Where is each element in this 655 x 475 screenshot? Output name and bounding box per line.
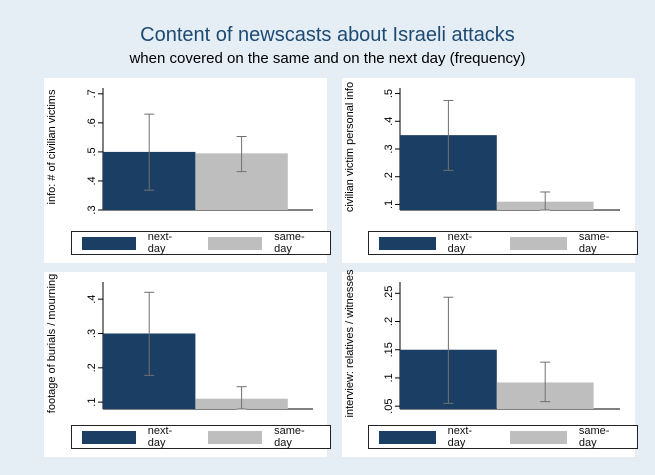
y-tick-label: .2 xyxy=(383,317,395,326)
y-tick-label: .3 xyxy=(86,329,98,338)
chart-title: Content of newscasts about Israeli attac… xyxy=(140,24,515,46)
y-tick-label: .25 xyxy=(383,286,395,301)
y-tick-label: .1 xyxy=(86,398,98,407)
legend-swatch xyxy=(510,430,567,444)
y-axis-label: footage of burials / mourning xyxy=(46,274,58,413)
legend-item-next-day: next-day xyxy=(379,231,486,255)
y-tick-label: .3 xyxy=(383,144,395,153)
y-tick-label: .4 xyxy=(383,117,395,126)
legend: next-day same-day xyxy=(368,231,638,255)
y-tick-label: .7 xyxy=(86,89,98,98)
y-tick-label: .05 xyxy=(383,399,395,414)
y-tick-label: .5 xyxy=(86,147,98,156)
legend-item-same-day: same-day xyxy=(208,425,316,449)
legend-item-same-day: same-day xyxy=(208,231,316,255)
legend-swatch xyxy=(208,430,263,444)
y-tick-label: .5 xyxy=(383,89,395,98)
legend-label: same-day xyxy=(578,425,610,449)
legend-label: same-day xyxy=(274,231,305,255)
legend-swatch xyxy=(208,236,263,250)
y-tick-label: .15 xyxy=(383,342,395,357)
y-tick-label: .2 xyxy=(86,363,98,372)
y-tick-label: .2 xyxy=(383,172,395,181)
y-tick-label: .1 xyxy=(383,373,395,382)
legend-item-next-day: next-day xyxy=(379,425,486,449)
legend-swatch xyxy=(379,236,436,250)
y-tick-label: .6 xyxy=(86,118,98,127)
y-axis-label: interview: relatives / witnesses xyxy=(344,269,356,417)
legend: next-day same-day xyxy=(71,231,331,255)
y-tick-label: .4 xyxy=(86,176,98,185)
chart-subtitle: when covered on the same and on the next… xyxy=(129,50,526,67)
y-axis-label: civilian victim personal info xyxy=(344,82,356,212)
legend-swatch xyxy=(510,236,567,250)
legend-label: same-day xyxy=(274,425,305,449)
y-axis-label: info: # of civilian victims xyxy=(46,89,58,204)
legend-label: same-day xyxy=(578,231,610,255)
legend: next-day same-day xyxy=(71,425,331,449)
y-tick-label: .3 xyxy=(86,205,98,214)
y-tick-label: .1 xyxy=(383,200,395,209)
legend-swatch xyxy=(82,430,136,444)
legend-label: next-day xyxy=(447,425,473,449)
legend-swatch xyxy=(82,236,136,250)
legend-item-same-day: same-day xyxy=(510,425,623,449)
legend-label: next-day xyxy=(147,425,173,449)
legend-swatch xyxy=(379,430,436,444)
legend-item-same-day: same-day xyxy=(510,231,623,255)
legend-item-next-day: next-day xyxy=(82,231,184,255)
legend-label: next-day xyxy=(147,231,173,255)
legend-item-next-day: next-day xyxy=(82,425,184,449)
y-tick-label: .4 xyxy=(86,295,98,304)
legend: next-day same-day xyxy=(368,425,638,449)
legend-label: next-day xyxy=(447,231,473,255)
